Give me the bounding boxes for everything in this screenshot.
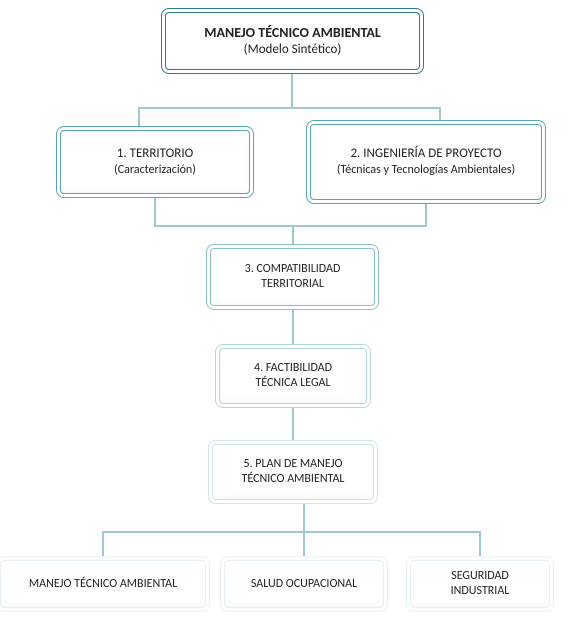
node-plan-manejo-title: 5. PLAN DE MANEJO [221, 457, 365, 472]
node-root: MANEJO TÉCNICO AMBIENTAL (Modelo Sintéti… [165, 12, 420, 70]
node-leaf-salud: SALUD OCUPACIONAL [224, 560, 384, 608]
node-factibilidad-subtitle: TÉCNICA LEGAL [228, 376, 358, 391]
node-factibilidad-title: 4. FACTIBILIDAD [228, 361, 358, 376]
node-ingenieria: 2. INGENIERÍA DE PROYECTO (Técnicas y Te… [310, 124, 542, 200]
node-compatibilidad-subtitle: TERRITORIAL [219, 277, 366, 292]
node-leaf-salud-title: SALUD OCUPACIONAL [233, 577, 375, 592]
node-ingenieria-subtitle: (Técnicas y Tecnologías Ambientales) [319, 163, 533, 178]
node-factibilidad: 4. FACTIBILIDAD TÉCNICA LEGAL [219, 348, 367, 404]
node-compatibilidad: 3. COMPATIBILIDAD TERRITORIAL [210, 248, 375, 306]
node-leaf-manejo-title: MANEJO TÉCNICO AMBIENTAL [9, 577, 197, 592]
node-leaf-seguridad-subtitle: INDUSTRIAL [419, 584, 541, 599]
node-territorio-title: 1. TERRITORIO [69, 146, 241, 162]
diagram-canvas: MANEJO TÉCNICO AMBIENTAL (Modelo Sintéti… [0, 0, 584, 624]
node-leaf-seguridad-title: SEGURIDAD [419, 569, 541, 584]
node-plan-manejo: 5. PLAN DE MANEJO TÉCNICO AMBIENTAL [212, 444, 374, 500]
node-leaf-seguridad: SEGURIDAD INDUSTRIAL [410, 560, 550, 608]
node-root-subtitle: (Modelo Sintético) [174, 42, 411, 58]
node-ingenieria-title: 2. INGENIERÍA DE PROYECTO [319, 146, 533, 162]
connectors-layer [0, 0, 584, 624]
node-compatibilidad-title: 3. COMPATIBILIDAD [219, 262, 366, 277]
node-territorio: 1. TERRITORIO (Caracterización) [60, 130, 250, 194]
node-root-title: MANEJO TÉCNICO AMBIENTAL [174, 24, 411, 42]
node-territorio-subtitle: (Caracterización) [69, 163, 241, 178]
node-leaf-manejo: MANEJO TÉCNICO AMBIENTAL [0, 560, 206, 608]
node-plan-manejo-subtitle: TÉCNICO AMBIENTAL [221, 472, 365, 487]
